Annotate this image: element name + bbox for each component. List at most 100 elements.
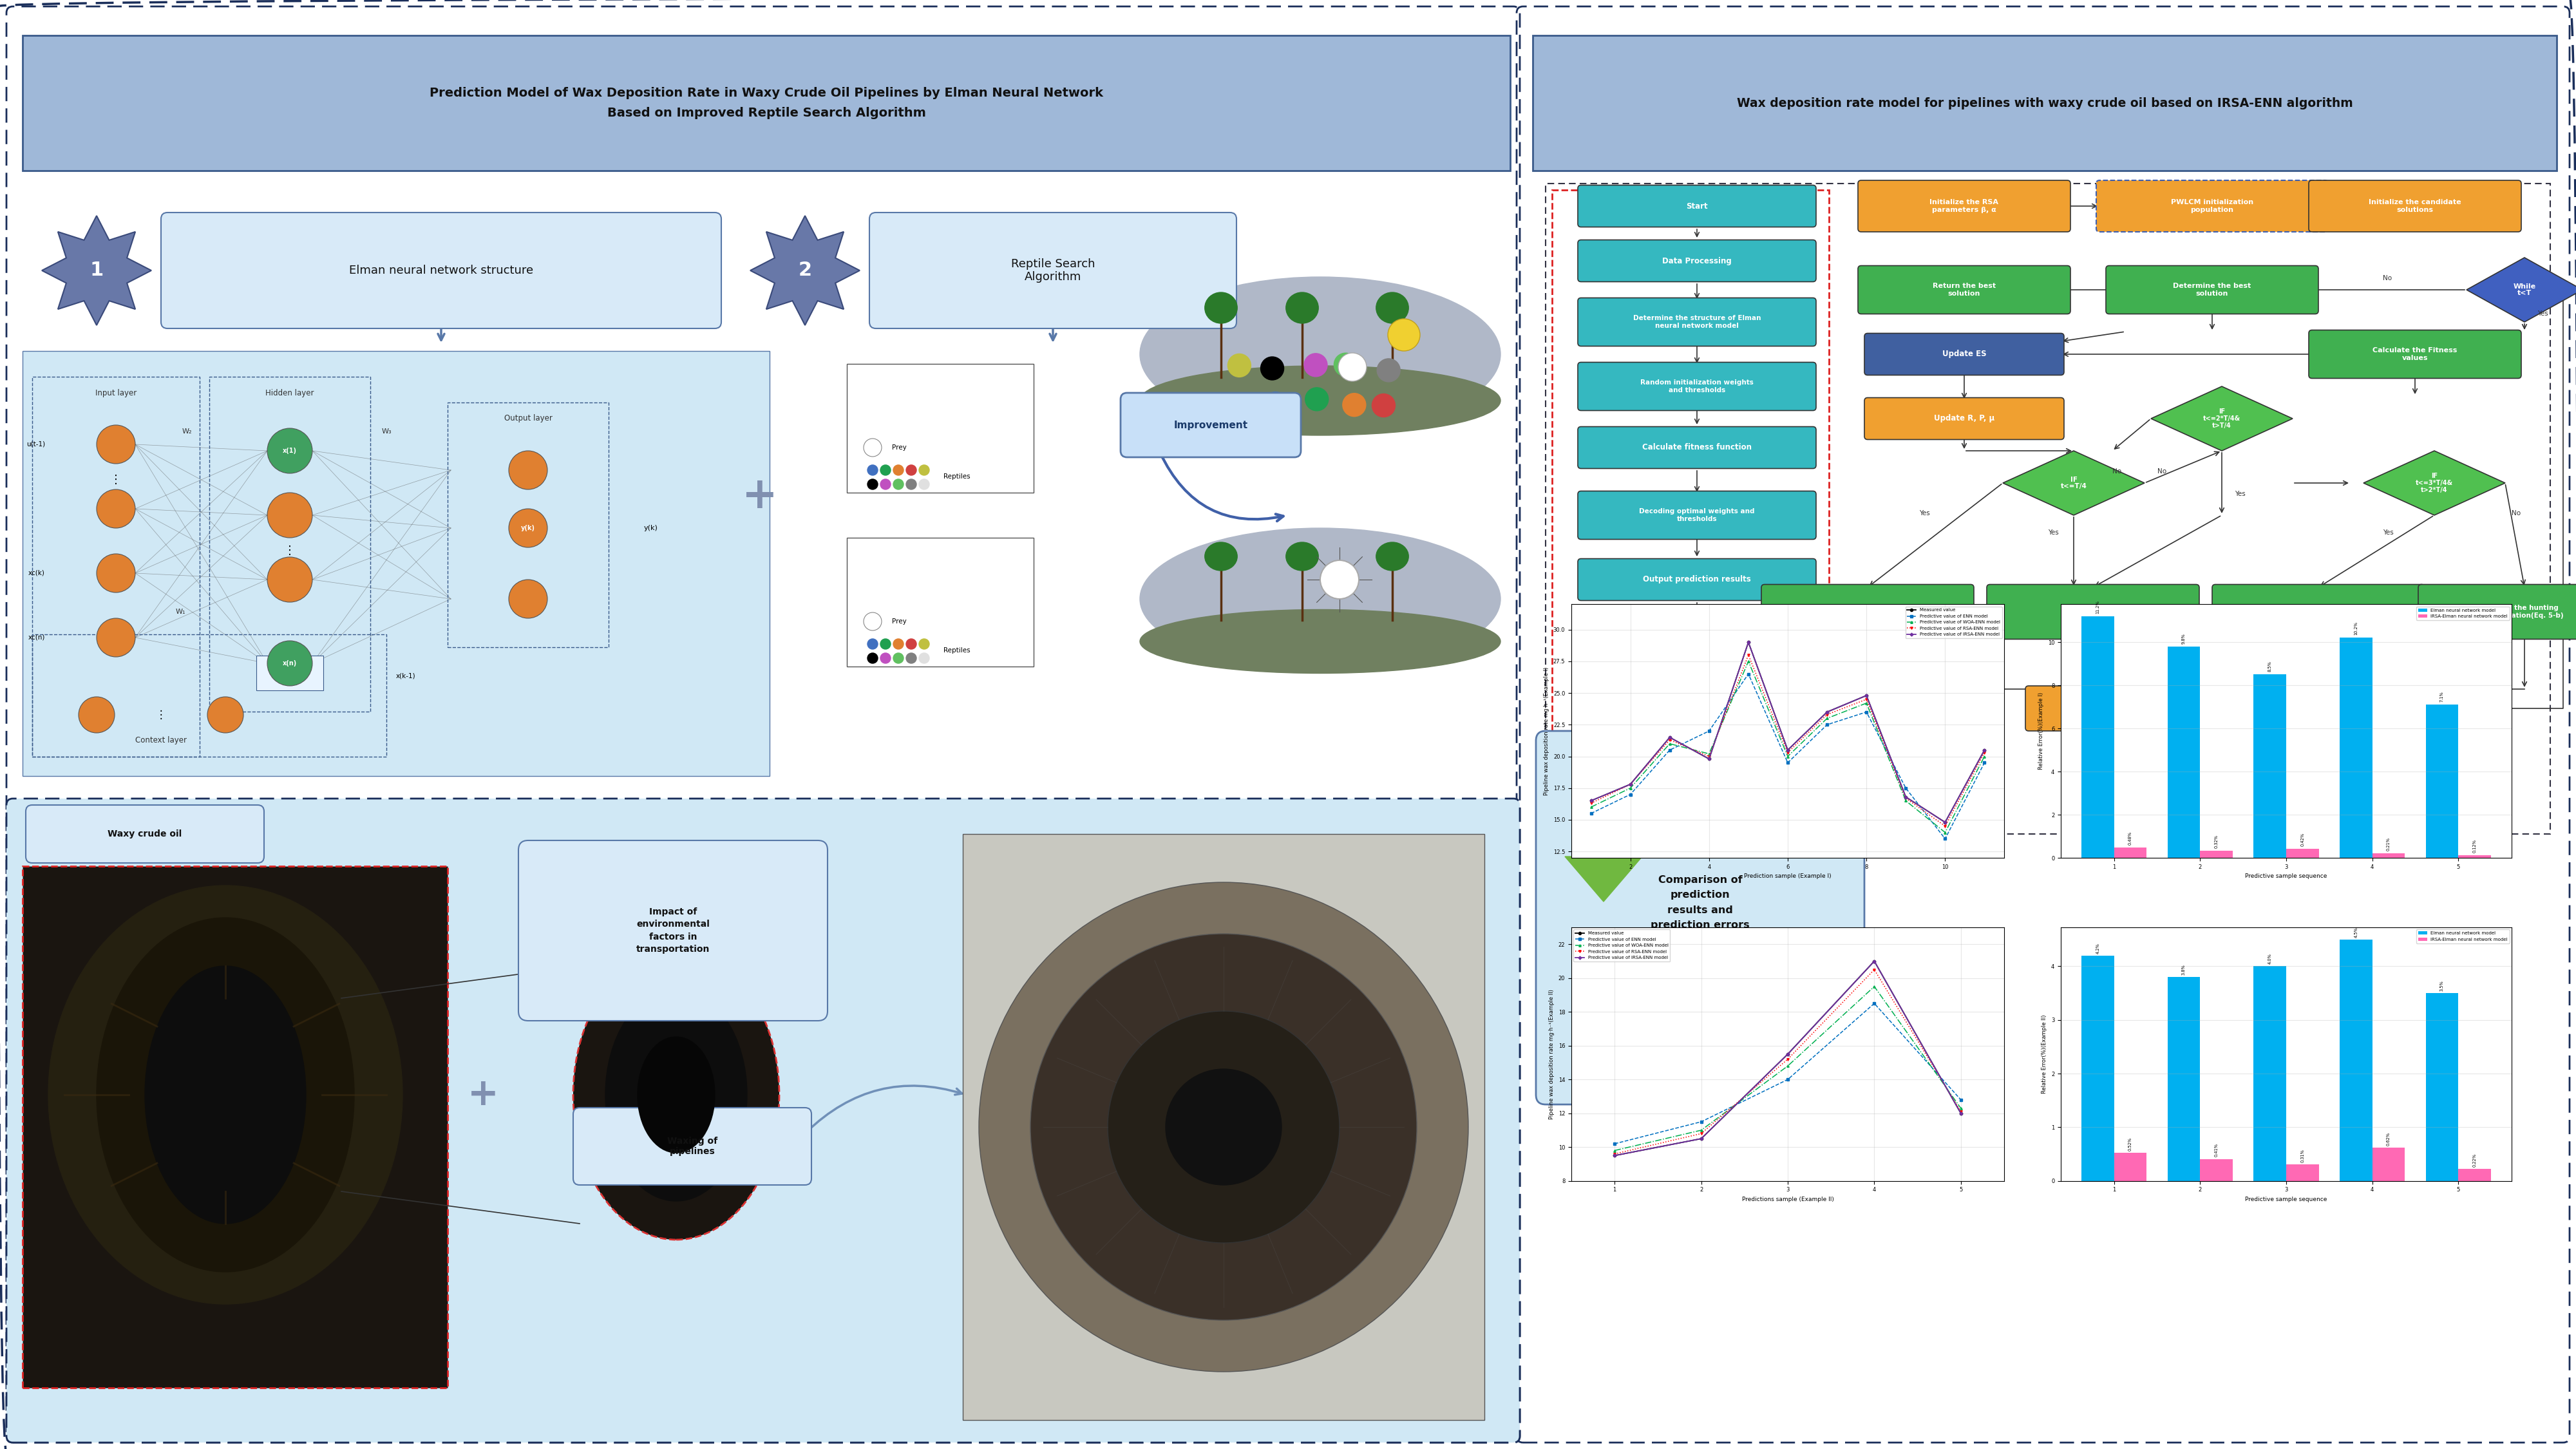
Bar xyxy=(2372,1148,2406,1181)
Text: Impact of
environmental
factors in
transportation: Impact of environmental factors in trans… xyxy=(636,907,711,953)
Predictive value of WOA-ENN model xyxy=(1615,780,1646,797)
FancyBboxPatch shape xyxy=(572,1107,811,1185)
Bar xyxy=(2427,993,2458,1181)
Text: 0.21%: 0.21% xyxy=(2388,838,2391,851)
FancyBboxPatch shape xyxy=(160,213,721,329)
Predictive value of ENN model xyxy=(1891,780,1922,797)
Ellipse shape xyxy=(1285,293,1319,323)
Text: +: + xyxy=(742,475,778,517)
Line: Predictive value of ENN model: Predictive value of ENN model xyxy=(1613,1003,1963,1145)
Text: Yes: Yes xyxy=(2537,310,2548,317)
Text: Update ES: Update ES xyxy=(1674,636,1718,645)
Text: Reptiles: Reptiles xyxy=(943,648,971,653)
Predictive value of WOA-ENN model xyxy=(1929,823,1960,840)
Ellipse shape xyxy=(144,966,307,1223)
Predictive value of ENN model xyxy=(1945,1091,1976,1108)
Text: 4.5%: 4.5% xyxy=(2354,926,2357,938)
Text: 0.32%: 0.32% xyxy=(2215,835,2218,848)
Predictive value of ENN model xyxy=(1811,716,1842,733)
Y-axis label: Relative Error(%)(Example I): Relative Error(%)(Example I) xyxy=(2038,693,2045,769)
Text: Output layer: Output layer xyxy=(505,414,551,423)
Circle shape xyxy=(907,465,917,475)
Measured value xyxy=(1772,1046,1803,1064)
FancyBboxPatch shape xyxy=(518,840,827,1020)
Predictive value of RSA-ENN model xyxy=(1968,743,1999,761)
FancyBboxPatch shape xyxy=(1865,333,2063,375)
FancyBboxPatch shape xyxy=(1857,265,2071,314)
Bar xyxy=(2166,646,2200,858)
Y-axis label: Pipeline wax deposition rate mg·h⁻¹(Example I): Pipeline wax deposition rate mg·h⁻¹(Exam… xyxy=(1543,667,1551,796)
Circle shape xyxy=(1265,393,1288,416)
Text: W₁: W₁ xyxy=(175,609,185,614)
Predictive value of ENN model xyxy=(1860,994,1891,1011)
Bar xyxy=(2200,1159,2233,1181)
Text: Improvement: Improvement xyxy=(1175,420,1247,430)
Bar xyxy=(2081,616,2115,858)
Text: Output prediction results: Output prediction results xyxy=(1643,575,1752,584)
Text: Yes: Yes xyxy=(2048,529,2058,536)
Circle shape xyxy=(894,639,904,649)
Text: Apply the high
walking(Eq. 4-a): Apply the high walking(Eq. 4-a) xyxy=(1837,604,1899,619)
Predictive value of IRSA-ENN model xyxy=(1860,952,1891,969)
FancyBboxPatch shape xyxy=(1577,620,1816,662)
Text: Random initialization weights
and thresholds: Random initialization weights and thresh… xyxy=(1641,380,1754,393)
Text: Context layer: Context layer xyxy=(134,736,185,745)
Circle shape xyxy=(1229,354,1252,377)
Text: W₃: W₃ xyxy=(381,429,392,435)
Text: End: End xyxy=(1690,701,1705,710)
Polygon shape xyxy=(750,216,860,325)
FancyBboxPatch shape xyxy=(2419,584,2576,639)
Predictive value of ENN model xyxy=(1577,804,1607,822)
FancyBboxPatch shape xyxy=(1577,362,1816,410)
FancyBboxPatch shape xyxy=(1577,684,1816,726)
Text: ⋮: ⋮ xyxy=(155,709,167,720)
Text: 1: 1 xyxy=(90,261,103,280)
Predictive value of IRSA-ENN model xyxy=(1685,1130,1716,1148)
Predictive value of IRSA-ENN model xyxy=(1945,1104,1976,1122)
Predictive value of WOA-ENN model xyxy=(1577,798,1607,816)
Bar xyxy=(2200,851,2233,858)
Circle shape xyxy=(268,640,312,685)
Text: Comparison of
prediction
results and
prediction errors
of different
models: Comparison of prediction results and pre… xyxy=(1651,875,1749,961)
Measured value xyxy=(1600,1148,1631,1165)
Predictive value of ENN model xyxy=(1852,703,1883,720)
Circle shape xyxy=(1373,394,1396,417)
Text: Return the best
solution: Return the best solution xyxy=(1932,283,1996,297)
Measured value xyxy=(1615,775,1646,793)
Polygon shape xyxy=(2151,387,2293,451)
Bar xyxy=(2287,849,2318,858)
Measured value xyxy=(1945,1104,1976,1122)
Predictive value of WOA-ENN model xyxy=(1811,710,1842,727)
FancyBboxPatch shape xyxy=(963,835,1484,1420)
Circle shape xyxy=(1340,354,1365,381)
Bar xyxy=(2254,675,2287,858)
Predictive value of IRSA-ENN model xyxy=(1852,687,1883,704)
Predictive value of ENN model xyxy=(1772,753,1803,771)
Circle shape xyxy=(507,580,546,619)
Bar xyxy=(2458,1169,2491,1181)
X-axis label: Prediction sample (Example I): Prediction sample (Example I) xyxy=(1744,874,1832,880)
FancyBboxPatch shape xyxy=(2107,265,2318,314)
Text: IF
t<=3*T/4&
t>2*T/4: IF t<=3*T/4& t>2*T/4 xyxy=(2416,472,2452,493)
Text: x(1): x(1) xyxy=(283,448,296,454)
FancyBboxPatch shape xyxy=(1121,393,1301,458)
Text: x(n): x(n) xyxy=(283,661,296,667)
Bar xyxy=(2339,638,2372,858)
Text: 0.41%: 0.41% xyxy=(2215,1143,2218,1156)
Circle shape xyxy=(881,480,891,490)
Predictive value of ENN model xyxy=(1734,665,1765,682)
Text: Input layer: Input layer xyxy=(95,388,137,397)
FancyBboxPatch shape xyxy=(848,538,1033,667)
Polygon shape xyxy=(41,216,152,325)
Predictive value of WOA-ENN model xyxy=(1852,694,1883,711)
Predictive value of RSA-ENN model xyxy=(1929,817,1960,835)
Bar xyxy=(2458,855,2491,858)
Circle shape xyxy=(268,556,312,603)
Legend: Elman neural network model, IRSA-Elman neural network model: Elman neural network model, IRSA-Elman n… xyxy=(2416,930,2509,943)
Circle shape xyxy=(1334,354,1358,377)
Predictive value of WOA-ENN model xyxy=(1772,748,1803,765)
Circle shape xyxy=(1306,387,1329,410)
Text: 2: 2 xyxy=(799,261,811,280)
Bar xyxy=(2115,1153,2146,1181)
Text: y(k): y(k) xyxy=(644,525,657,532)
